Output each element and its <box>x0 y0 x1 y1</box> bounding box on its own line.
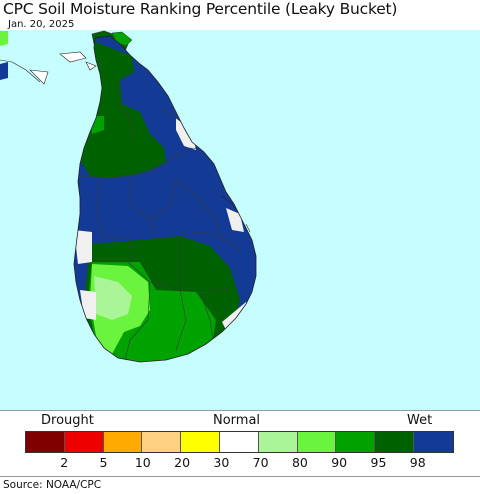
legend-swatch <box>142 432 182 452</box>
legend-swatch <box>297 432 337 452</box>
map-frame <box>0 30 480 411</box>
legend-swatch <box>64 432 104 452</box>
legend-tick-label: 80 <box>291 455 308 470</box>
legend-wet-label: Wet <box>407 413 433 428</box>
legend-swatch <box>103 432 143 452</box>
source-text: Source: NOAA/CPC <box>3 479 102 491</box>
island-outline <box>73 35 257 363</box>
legend-tick-label: 98 <box>409 455 426 470</box>
legend-tick-label: 30 <box>213 455 230 470</box>
legend-swatch <box>413 432 453 452</box>
legend-ticks: 2 5 10 20 30 70 80 90 95 98 <box>25 455 457 471</box>
west-coast-normal <box>74 230 92 264</box>
legend-swatch <box>219 432 259 452</box>
legend-swatch <box>26 432 65 452</box>
source-bar: Source: NOAA/CPC <box>0 476 480 494</box>
legend-tick-label: 20 <box>174 455 191 470</box>
east-coast-islets <box>221 195 251 233</box>
southwest-wet-70 <box>94 276 132 320</box>
southwest-coast-normal <box>80 290 96 320</box>
north-wet-95 <box>80 40 166 178</box>
legend-tick-label: 5 <box>99 455 108 470</box>
legend-tick-label: 70 <box>252 455 269 470</box>
northwest-coast <box>0 62 8 80</box>
northwest-corner <box>0 31 8 46</box>
legend-tick-label: 2 <box>60 455 69 470</box>
district-boundaries <box>79 79 241 362</box>
map-date: Jan. 20, 2025 <box>8 19 75 30</box>
legend-tick-label: 90 <box>331 455 348 470</box>
legend-swatch <box>258 432 298 452</box>
map-title: CPC Soil Moisture Ranking Percentile (Le… <box>3 0 398 18</box>
legend-drought-label: Drought <box>41 413 94 428</box>
legend-swatch <box>375 432 414 452</box>
india-coast-line <box>0 59 41 83</box>
legend-normal-label: Normal <box>213 413 261 428</box>
northwest-islands <box>29 51 97 85</box>
legend-swatch <box>336 432 376 452</box>
legend-tick-label: 10 <box>134 455 151 470</box>
legend-swatch <box>181 432 220 452</box>
legend-color-bar <box>25 431 454 453</box>
sri-lanka-map <box>0 30 257 363</box>
northeast-normal <box>176 118 196 150</box>
legend-tick-label: 95 <box>370 455 387 470</box>
